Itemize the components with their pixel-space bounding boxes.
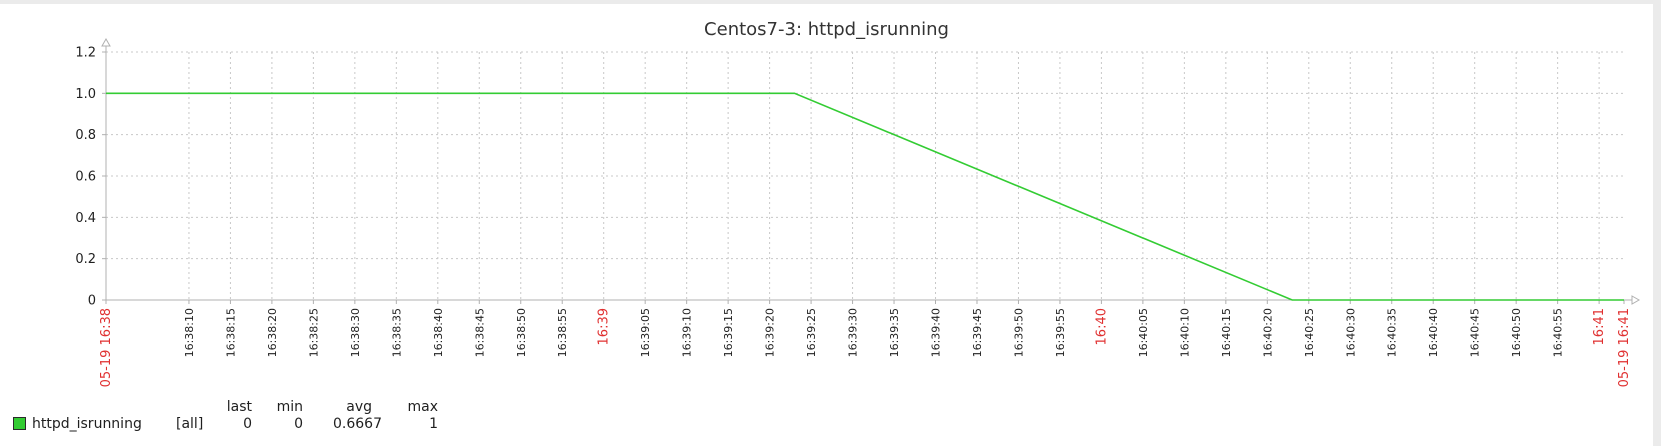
x-tick-label: 16:39:50: [1012, 308, 1025, 357]
legend-header-last: last: [226, 399, 252, 415]
chart-canvas: 1.2 1.0 0.8 0.6 0.4 0.2 005-19 16:38 16:38:10 16…: [75, 37, 1641, 387]
y-tick-label: 0: [88, 294, 96, 309]
x-tick-label: 16:40:20: [1261, 308, 1274, 357]
legend-series-name: httpd_isrunning: [32, 416, 142, 432]
chart-title: Centos7-3: httpd_isrunning: [704, 19, 949, 40]
series-line-httpd_isrunning: [106, 92, 1624, 301]
legend-header-min: min: [276, 399, 303, 415]
x-tick-label: 16:39:55: [1054, 308, 1067, 357]
y-axis-arrow: [101, 37, 111, 47]
x-tick-label: 16:40:35: [1386, 308, 1399, 357]
x-tick-label: 05-19 16:41: [1617, 308, 1632, 387]
y-tick-label: 1.0: [75, 87, 96, 102]
x-tick-label: 16:40:05: [1137, 308, 1150, 357]
x-tick-label: 16:40:45: [1469, 308, 1482, 357]
x-tick-label: 16:38:30: [349, 308, 362, 357]
x-tick-label: 16:40:40: [1427, 308, 1440, 357]
y-tick-label: 0.2: [75, 252, 96, 267]
legend-value-last: 0: [243, 416, 252, 432]
x-tick-label: 16:38:10: [183, 308, 196, 357]
legend-value-avg: 0.6667: [333, 416, 382, 432]
x-axis-arrow: [1631, 295, 1641, 305]
x-tick-label: 16:38:20: [266, 308, 279, 357]
x-tick-label: 16:40:15: [1220, 308, 1233, 357]
x-tick-label: 16:38:15: [224, 308, 237, 357]
x-tick-label: 16:38:25: [307, 308, 320, 357]
x-tick-label: 16:40:30: [1344, 308, 1357, 357]
x-tick-label: 16:41: [1592, 308, 1607, 345]
legend-value-min: 0: [294, 416, 303, 432]
x-tick-label: 16:39:15: [722, 308, 735, 357]
x-tick-label: 16:39:40: [930, 308, 943, 357]
y-tick-label: 0.6: [75, 170, 96, 185]
x-tick-label: 16:40:55: [1552, 308, 1565, 357]
x-tick-label: 16:38:45: [473, 308, 486, 357]
x-tick-label: 16:39:10: [681, 308, 694, 357]
x-tick-label: 16:39:25: [805, 308, 818, 357]
legend-swatch: [13, 417, 26, 430]
x-tick-label: 16:40:10: [1178, 308, 1191, 357]
x-tick-label: 16:40:25: [1303, 308, 1316, 357]
legend-header-avg: avg: [346, 399, 372, 415]
x-tick-label: 16:39: [597, 308, 612, 345]
x-tick-label: 16:39:05: [639, 308, 652, 357]
y-tick-label: 1.2: [75, 46, 96, 61]
x-tick-label: 16:38:40: [432, 308, 445, 357]
x-tick-label: 16:38:50: [515, 308, 528, 357]
legend-series-function: [all]: [176, 416, 204, 432]
legend-value-max: 1: [429, 416, 438, 432]
x-tick-label: 16:40: [1094, 308, 1109, 345]
x-tick-label: 16:39:20: [764, 308, 777, 357]
x-tick-label: 16:39:35: [888, 308, 901, 357]
x-tick-label: 16:40:50: [1510, 308, 1523, 357]
legend-header-max: max: [407, 399, 438, 415]
x-tick-label: 16:38:35: [390, 308, 403, 357]
x-tick-label: 05-19 16:38: [99, 308, 114, 387]
x-tick-label: 16:39:45: [971, 308, 984, 357]
y-tick-label: 0.8: [75, 128, 96, 143]
y-tick-label: 0.4: [75, 211, 96, 226]
graph-panel: Centos7-3: httpd_isrunning 1.2 1.0 0.8 0.6 0…: [0, 4, 1653, 446]
x-tick-label: 16:39:30: [847, 308, 860, 357]
x-tick-label: 16:38:55: [556, 308, 569, 357]
